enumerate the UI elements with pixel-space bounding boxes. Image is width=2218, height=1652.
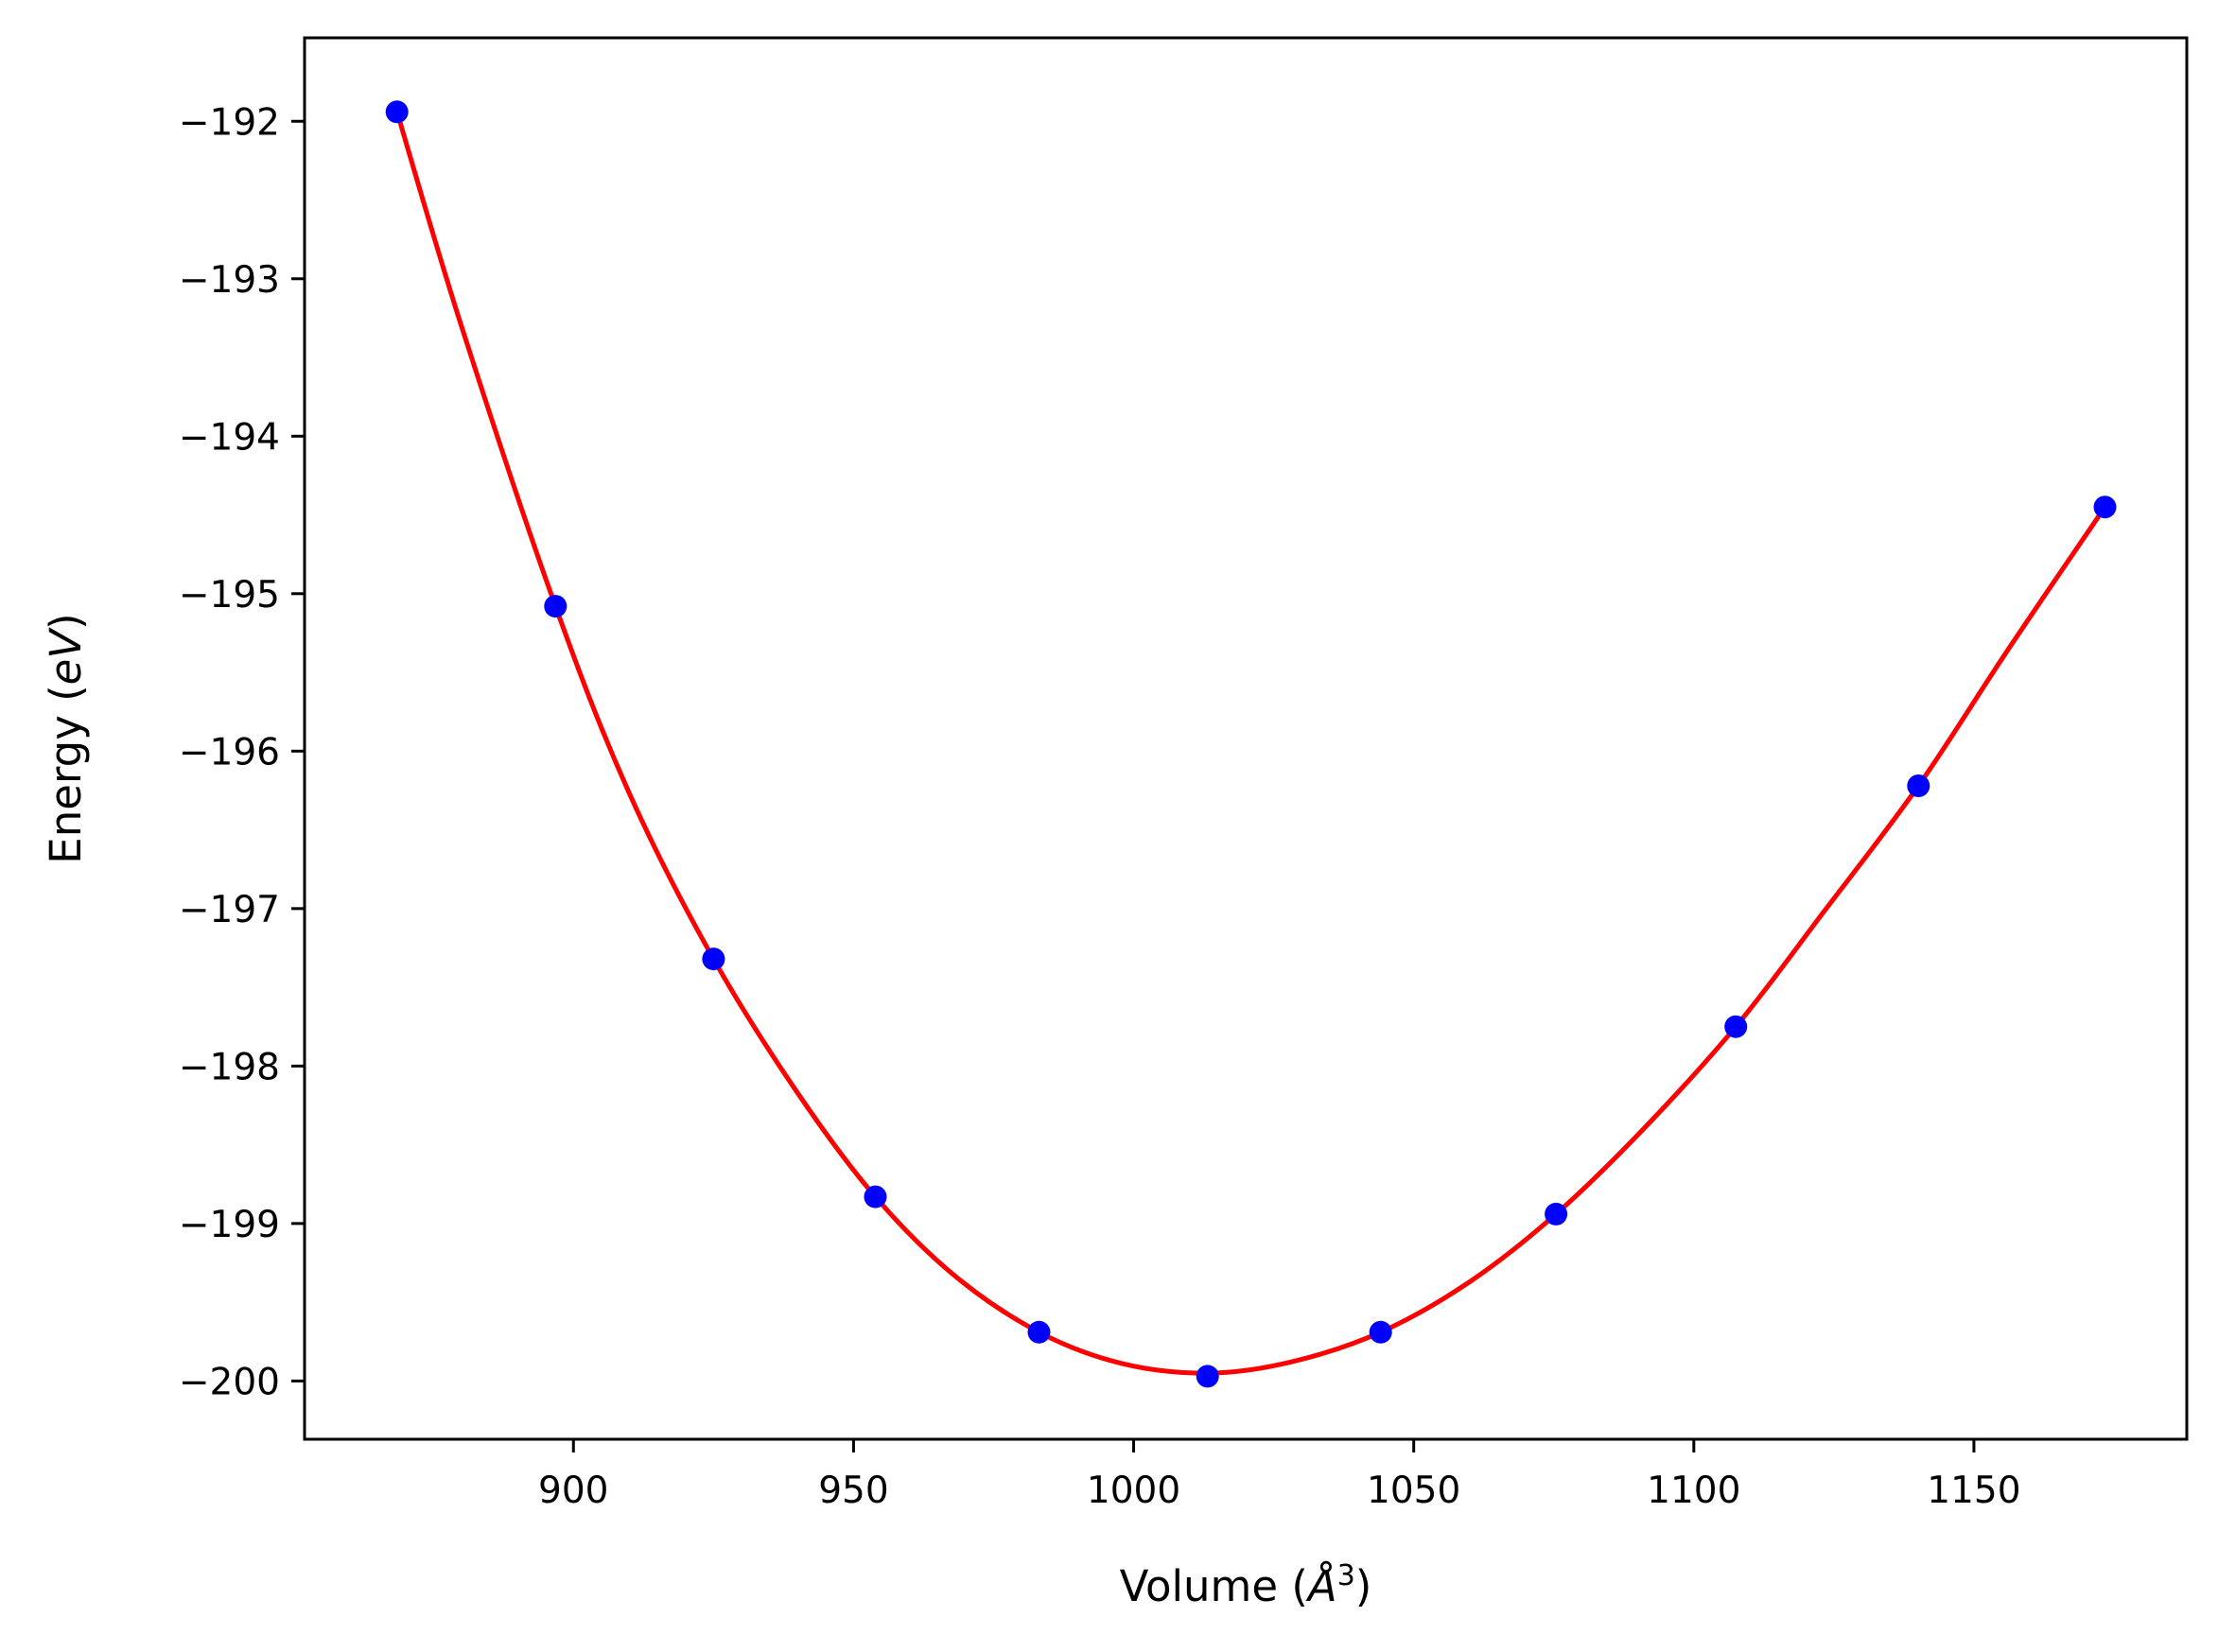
data-point bbox=[1369, 1320, 1392, 1344]
y-tick-label: −200 bbox=[179, 1361, 280, 1403]
y-tick-label: −196 bbox=[179, 731, 280, 774]
x-axis-label: Volume (Å3) bbox=[1120, 1559, 1372, 1612]
data-point bbox=[1907, 774, 1930, 797]
fit-curve bbox=[394, 111, 2107, 1376]
data-point bbox=[864, 1185, 887, 1209]
y-tick-label: −195 bbox=[179, 574, 280, 617]
x-tick-label: 1050 bbox=[1367, 1469, 1460, 1512]
y-tick-label: −199 bbox=[179, 1204, 280, 1246]
x-tick-label: 900 bbox=[538, 1469, 608, 1512]
data-point bbox=[1027, 1320, 1051, 1344]
y-tick-label: −198 bbox=[179, 1046, 280, 1088]
data-point bbox=[385, 100, 409, 124]
data-point bbox=[1724, 1015, 1748, 1038]
y-tick-label: −193 bbox=[179, 259, 280, 302]
x-axis: 900 950 1000 1050 1100 1150 bbox=[538, 1439, 2021, 1512]
data-point bbox=[1545, 1202, 1568, 1226]
data-point bbox=[2093, 496, 2117, 519]
x-tick-label: 1150 bbox=[1927, 1469, 2020, 1512]
plot-area bbox=[385, 100, 2117, 1388]
x-tick-label: 1000 bbox=[1087, 1469, 1180, 1512]
y-tick-label: −194 bbox=[179, 416, 280, 459]
axes-frame bbox=[303, 36, 2189, 1441]
y-axis-label: Energy (eV) bbox=[41, 613, 91, 863]
y-tick-label: −197 bbox=[179, 889, 280, 931]
data-point bbox=[702, 948, 725, 971]
y-axis: −192 −193 −194 −195 −196 −197 −198 −199 −200 bbox=[179, 101, 305, 1403]
x-tick-label: 1100 bbox=[1647, 1469, 1740, 1512]
x-tick-label: 950 bbox=[818, 1469, 888, 1512]
data-point bbox=[1196, 1365, 1219, 1388]
data-point bbox=[544, 595, 568, 618]
y-tick-label: −192 bbox=[179, 101, 280, 144]
